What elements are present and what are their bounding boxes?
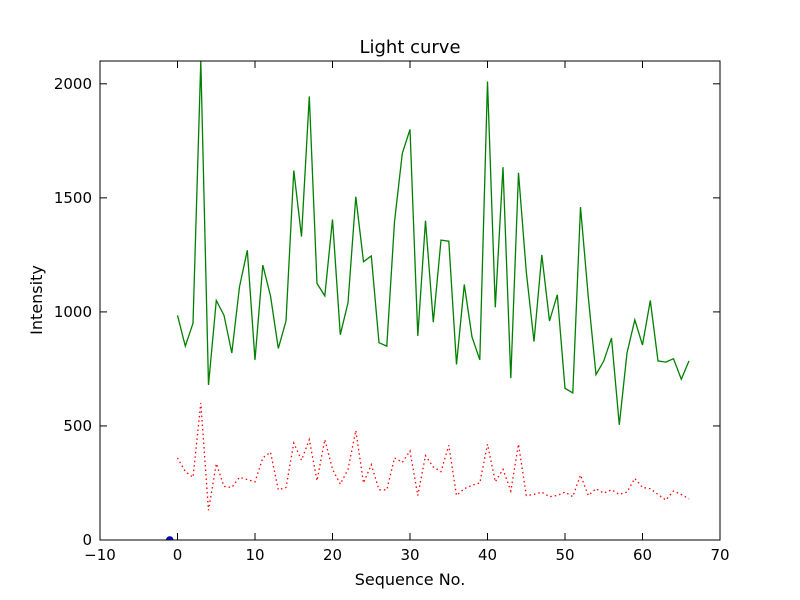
y-tick-label: 0 bbox=[82, 531, 92, 549]
y-tick-label: 1000 bbox=[54, 303, 92, 321]
x-tick-label: 20 bbox=[323, 546, 342, 564]
x-tick-label: 70 bbox=[710, 546, 729, 564]
x-tick-label: −10 bbox=[84, 546, 116, 564]
plot-area bbox=[165, 61, 690, 540]
x-tick-label: 30 bbox=[400, 546, 419, 564]
series-line-solid bbox=[176, 61, 690, 425]
y-tick-label: 1500 bbox=[54, 189, 92, 207]
y-axis-title: Intensity bbox=[27, 265, 46, 335]
y-tick-label: 500 bbox=[63, 417, 92, 435]
data-point bbox=[165, 536, 174, 540]
chart-title: Light curve bbox=[359, 37, 460, 58]
x-axis-title: Sequence No. bbox=[355, 570, 466, 589]
x-tick-label: 0 bbox=[173, 546, 183, 564]
x-tick-label: 10 bbox=[245, 546, 264, 564]
x-tick-label: 50 bbox=[555, 546, 574, 564]
y-tick-label: 2000 bbox=[54, 75, 92, 93]
plot-frame bbox=[99, 60, 721, 541]
series-line-dotted bbox=[176, 403, 690, 511]
x-tick-label: 40 bbox=[478, 546, 497, 564]
x-tick-label: 60 bbox=[633, 546, 652, 564]
